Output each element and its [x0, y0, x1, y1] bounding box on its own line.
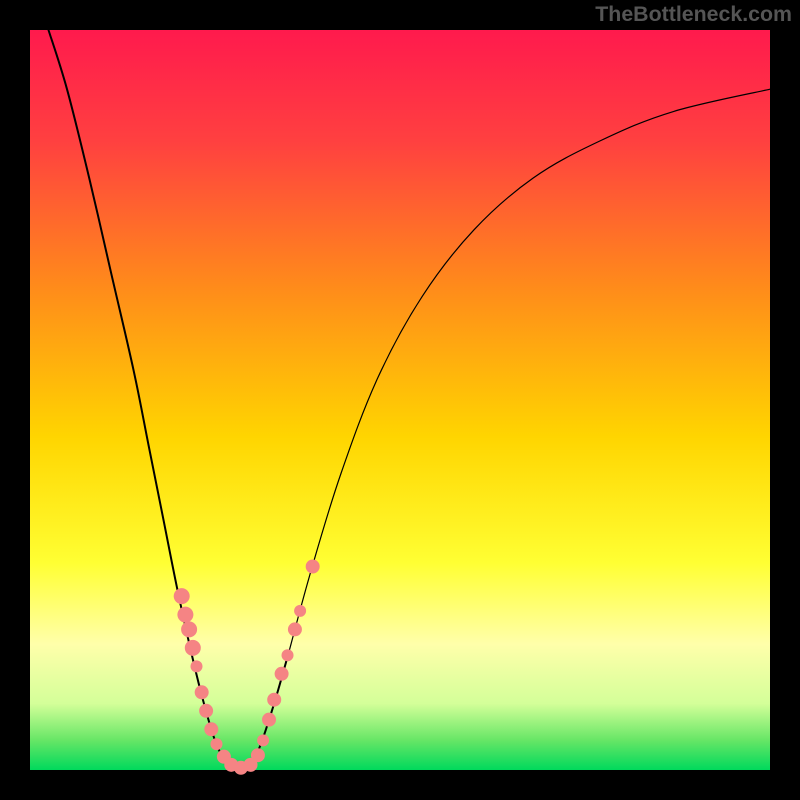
scatter-point — [251, 748, 265, 762]
scatter-point — [195, 685, 209, 699]
scatter-point — [210, 738, 222, 750]
scatter-point — [262, 713, 276, 727]
scatter-point — [199, 704, 213, 718]
scatter-point — [177, 607, 193, 623]
scatter-point — [185, 640, 201, 656]
chart-frame: TheBottleneck.com — [0, 0, 800, 800]
watermark-text: TheBottleneck.com — [595, 2, 792, 27]
scatter-point — [294, 605, 306, 617]
scatter-point — [204, 722, 218, 736]
scatter-point — [267, 693, 281, 707]
scatter-point — [191, 660, 203, 672]
scatter-point — [306, 560, 320, 574]
scatter-point — [181, 621, 197, 637]
gradient-background — [30, 30, 770, 770]
scatter-point — [257, 734, 269, 746]
scatter-point — [282, 649, 294, 661]
plot-area — [0, 0, 800, 800]
scatter-point — [174, 588, 190, 604]
scatter-point — [288, 622, 302, 636]
scatter-point — [275, 667, 289, 681]
